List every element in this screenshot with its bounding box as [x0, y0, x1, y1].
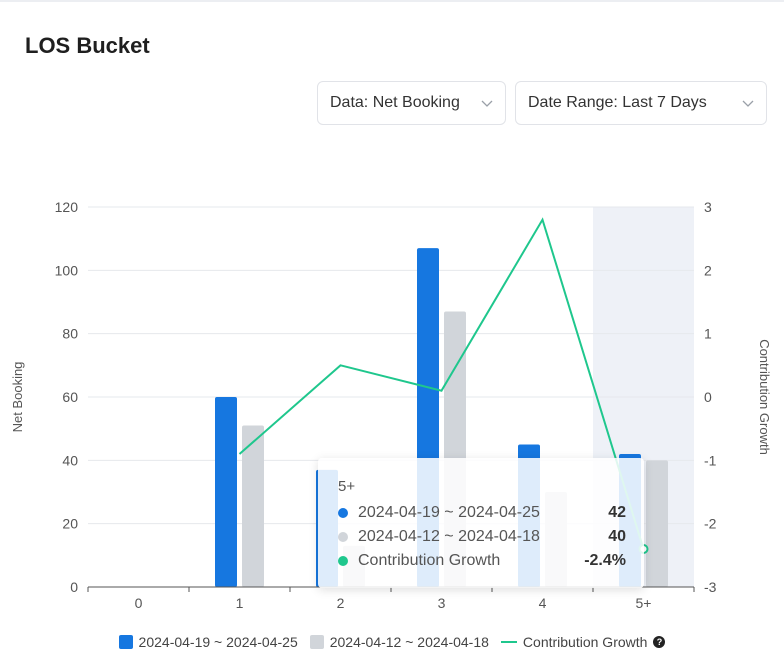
x-tick-label: 5+ [636, 595, 652, 611]
bar-previous [646, 460, 668, 587]
legend-label: 2024-04-19 ~ 2024-04-25 [138, 634, 298, 650]
legend-item-previous[interactable]: 2024-04-12 ~ 2024-04-18 [309, 634, 489, 650]
bar-previous [242, 425, 264, 587]
legend-item-current[interactable]: 2024-04-19 ~ 2024-04-25 [118, 634, 298, 650]
tooltip-row: 2024-04-19 ~ 2024-04-25 42 [338, 501, 626, 525]
x-tick-label: 2 [337, 595, 345, 611]
legend-swatch [309, 635, 324, 649]
legend-label: Contribution Growth [522, 634, 648, 650]
y2-tick-label: 3 [704, 199, 712, 215]
tooltip-title: 5+ [338, 478, 356, 495]
top-border [0, 0, 784, 2]
chevron-down-icon [481, 100, 493, 107]
x-tick-label: 0 [135, 595, 143, 611]
chart-tooltip: 5+ 2024-04-19 ~ 2024-04-25 42 2024-04-12… [318, 458, 644, 588]
legend-swatch [118, 635, 133, 649]
question-circle-icon[interactable]: ? [653, 636, 666, 648]
y2-tick-label: -1 [704, 452, 717, 468]
series-growth-dot [338, 556, 348, 566]
tooltip-row-label: 2024-04-19 ~ 2024-04-25 [358, 504, 540, 521]
y2-axis-label: Contribution Growth [757, 339, 772, 455]
y-tick-label: 60 [62, 389, 78, 405]
y-tick-label: 0 [70, 579, 78, 595]
chevron-down-icon [742, 100, 754, 107]
series-current-dot [338, 508, 348, 518]
y-tick-label: 40 [62, 452, 78, 468]
growth-line [238, 217, 645, 550]
y2-tick-label: 1 [704, 326, 712, 342]
y2-tick-label: 0 [704, 389, 712, 405]
legend-swatch [500, 641, 517, 643]
y2-tick-label: -3 [704, 579, 717, 595]
x-tick-label: 1 [236, 595, 244, 611]
page-title: LOS Bucket [25, 33, 150, 58]
date-range-select-value: Date Range: Last 7 Days [528, 94, 707, 111]
y2-tick-label: 2 [704, 262, 712, 278]
tooltip-row-value: -2.4% [584, 552, 626, 569]
tooltip-row-label: 2024-04-12 ~ 2024-04-18 [358, 528, 540, 545]
data-select[interactable]: Data: Net Booking [317, 81, 506, 125]
series-previous-dot [338, 532, 348, 542]
y-axis-label: Net Booking [10, 362, 25, 433]
x-tick-label: 4 [539, 595, 547, 611]
tooltip-row: 2024-04-12 ~ 2024-04-18 40 [338, 525, 626, 549]
y-tick-label: 20 [62, 516, 78, 532]
legend-item-growth[interactable]: Contribution Growth ? [500, 634, 666, 650]
y2-tick-label: -2 [704, 516, 717, 532]
bar-current [215, 397, 237, 587]
x-tick-label: 3 [438, 595, 446, 611]
y-tick-label: 80 [62, 326, 78, 342]
y-tick-label: 100 [55, 262, 79, 278]
tooltip-row-value: 42 [608, 504, 626, 521]
chart-legend: 2024-04-19 ~ 2024-04-25 2024-04-12 ~ 202… [0, 630, 784, 654]
tooltip-row: Contribution Growth -2.4% [338, 549, 626, 573]
legend-label: 2024-04-12 ~ 2024-04-18 [329, 634, 489, 650]
data-select-value: Data: Net Booking [330, 94, 460, 111]
tooltip-row-label: Contribution Growth [358, 552, 501, 569]
tooltip-row-value: 40 [608, 528, 626, 545]
y-tick-label: 120 [55, 199, 79, 215]
date-range-select[interactable]: Date Range: Last 7 Days [515, 81, 767, 125]
